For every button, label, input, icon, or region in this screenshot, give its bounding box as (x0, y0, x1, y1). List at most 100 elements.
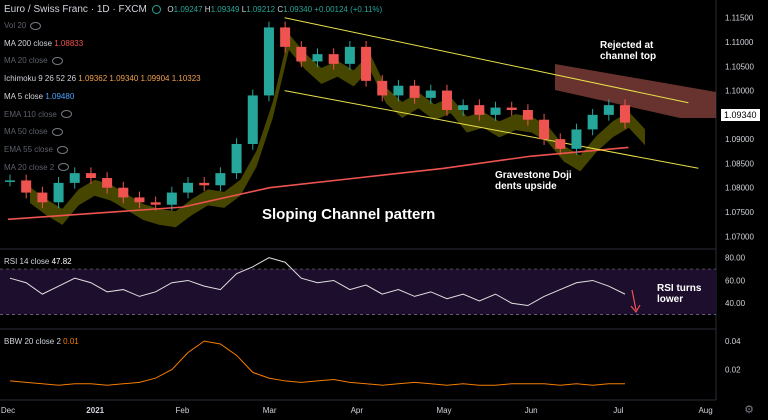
candle (37, 192, 48, 203)
ma200-line (7, 146, 629, 221)
candle (506, 107, 517, 110)
indicator-name: MA 5 close (4, 91, 44, 101)
indicator-name: MA 20 close (4, 56, 48, 66)
symbol-title[interactable]: Euro / Swiss Franc · 1D · FXCM O1.09247 … (4, 4, 383, 15)
time-axis-label: Apr (351, 406, 364, 415)
candle (571, 129, 582, 149)
annotation-gravestone: Gravestone Doji dents upside (495, 170, 572, 192)
rsi-arrow-icon (631, 289, 637, 311)
indicator-name: MA 20 close 2 (4, 162, 55, 172)
rsi-axis-label: 80.00 (725, 254, 746, 263)
indicator-legend-item[interactable]: MA 20 close 2 (4, 162, 70, 173)
eye-hidden-icon[interactable] (51, 57, 63, 66)
rsi-line (9, 257, 626, 307)
annotation-rejected: Rejected at channel top (600, 40, 657, 62)
bbw-pane-label[interactable]: BBW 20 close 2 0.01 (4, 337, 79, 346)
eye-hidden-icon[interactable] (51, 128, 63, 137)
candle (458, 105, 469, 110)
time-axis-label: May (436, 406, 451, 415)
indicator-legend-item[interactable]: MA 200 close 1.08833 (4, 38, 83, 49)
price-axis-label: 1.08000 (725, 184, 754, 193)
eye-hidden-icon[interactable] (58, 163, 70, 172)
indicator-legend-item[interactable]: Ichimoku 9 26 52 26 1.09362 1.09340 1.09… (4, 73, 201, 84)
time-axis-label: Feb (176, 406, 190, 415)
source-label: FXCM (118, 4, 147, 15)
bbw-line (9, 340, 625, 386)
indicator-legend-item[interactable]: MA 5 close 1.09480 (4, 91, 74, 102)
candle (425, 90, 436, 98)
price-axis-label: 1.11500 (725, 14, 754, 23)
ohlc-values: O1.09247 H1.09349 L1.09212 C1.09340 +0.0… (167, 5, 383, 14)
candle (441, 90, 452, 110)
candle (409, 85, 420, 98)
time-axis-label: Jun (525, 406, 538, 415)
time-axis-label: Dec (1, 406, 15, 415)
candle (312, 54, 323, 62)
candle (296, 46, 307, 62)
indicator-name: MA 200 close (4, 38, 53, 48)
candle (377, 80, 388, 96)
price-axis-label: 1.07500 (725, 208, 754, 217)
indicator-name: MA 50 close (4, 127, 48, 137)
indicator-legend-item[interactable]: EMA 55 close (4, 144, 68, 155)
time-axis-label: 2021 (86, 406, 104, 415)
indicator-name: Vol 20 (4, 21, 27, 30)
candle (344, 46, 355, 64)
current-price-tag: 1.09340 (721, 109, 760, 121)
indicator-name: EMA 55 close (4, 144, 53, 154)
price-axis-label: 1.07000 (725, 232, 754, 241)
indicator-legend-item[interactable]: MA 20 close (4, 55, 63, 66)
ichimoku-cloud-bear (555, 64, 716, 118)
status-dot-icon (151, 4, 161, 14)
channel-upper-line (284, 17, 689, 104)
bbw-axis-label: 0.04 (725, 337, 741, 346)
eye-hidden-icon[interactable] (30, 21, 42, 30)
indicator-name: EMA 110 close (4, 109, 57, 119)
candle (166, 192, 177, 205)
candle (280, 27, 291, 47)
indicator-legend-item[interactable]: Vol 20 (4, 20, 42, 31)
candle (231, 144, 242, 174)
interval-label[interactable]: 1D (96, 4, 110, 15)
eye-hidden-icon[interactable] (56, 145, 68, 154)
candle (150, 202, 161, 205)
price-axis-label: 1.10000 (725, 87, 754, 96)
candle (69, 173, 80, 183)
candle (118, 187, 129, 198)
gear-icon[interactable]: ⚙ (744, 404, 754, 416)
candle (85, 173, 96, 178)
indicator-value: 1.08833 (52, 38, 84, 48)
annotation-rsi-turn: RSI turns lower (657, 283, 702, 305)
indicator-name: Ichimoku 9 26 52 26 (4, 74, 77, 84)
bbw-axis-label: 0.02 (725, 366, 741, 375)
indicator-legend-item[interactable]: EMA 110 close (4, 109, 72, 120)
candle (53, 182, 64, 203)
candle (215, 173, 226, 186)
candle (490, 107, 501, 115)
price-axis-label: 1.09000 (725, 135, 754, 144)
candle (134, 197, 145, 203)
candle (393, 85, 404, 96)
candle (328, 54, 339, 64)
candle (183, 182, 194, 193)
candle (263, 27, 274, 96)
indicator-legend-item[interactable]: MA 50 close (4, 126, 63, 137)
candle (539, 119, 550, 140)
eye-hidden-icon[interactable] (60, 110, 72, 119)
indicator-value: 1.09362 1.09340 1.09904 1.10323 (76, 74, 201, 84)
time-axis-label: Aug (698, 406, 712, 415)
candle (102, 178, 113, 188)
candle (603, 105, 614, 115)
rsi-axis-label: 60.00 (725, 276, 746, 285)
candle (21, 180, 32, 193)
candle (247, 95, 258, 144)
indicator-value: 1.09480 (43, 91, 75, 101)
channel-lower-line (284, 90, 699, 169)
annotation-pattern: Sloping Channel pattern (262, 206, 436, 223)
candle (199, 182, 210, 186)
rsi-pane-label[interactable]: RSI 14 close 47.82 (4, 257, 72, 266)
symbol-name: Euro / Swiss Franc (4, 4, 88, 15)
time-axis-label: Mar (263, 406, 277, 415)
candle (5, 180, 15, 182)
